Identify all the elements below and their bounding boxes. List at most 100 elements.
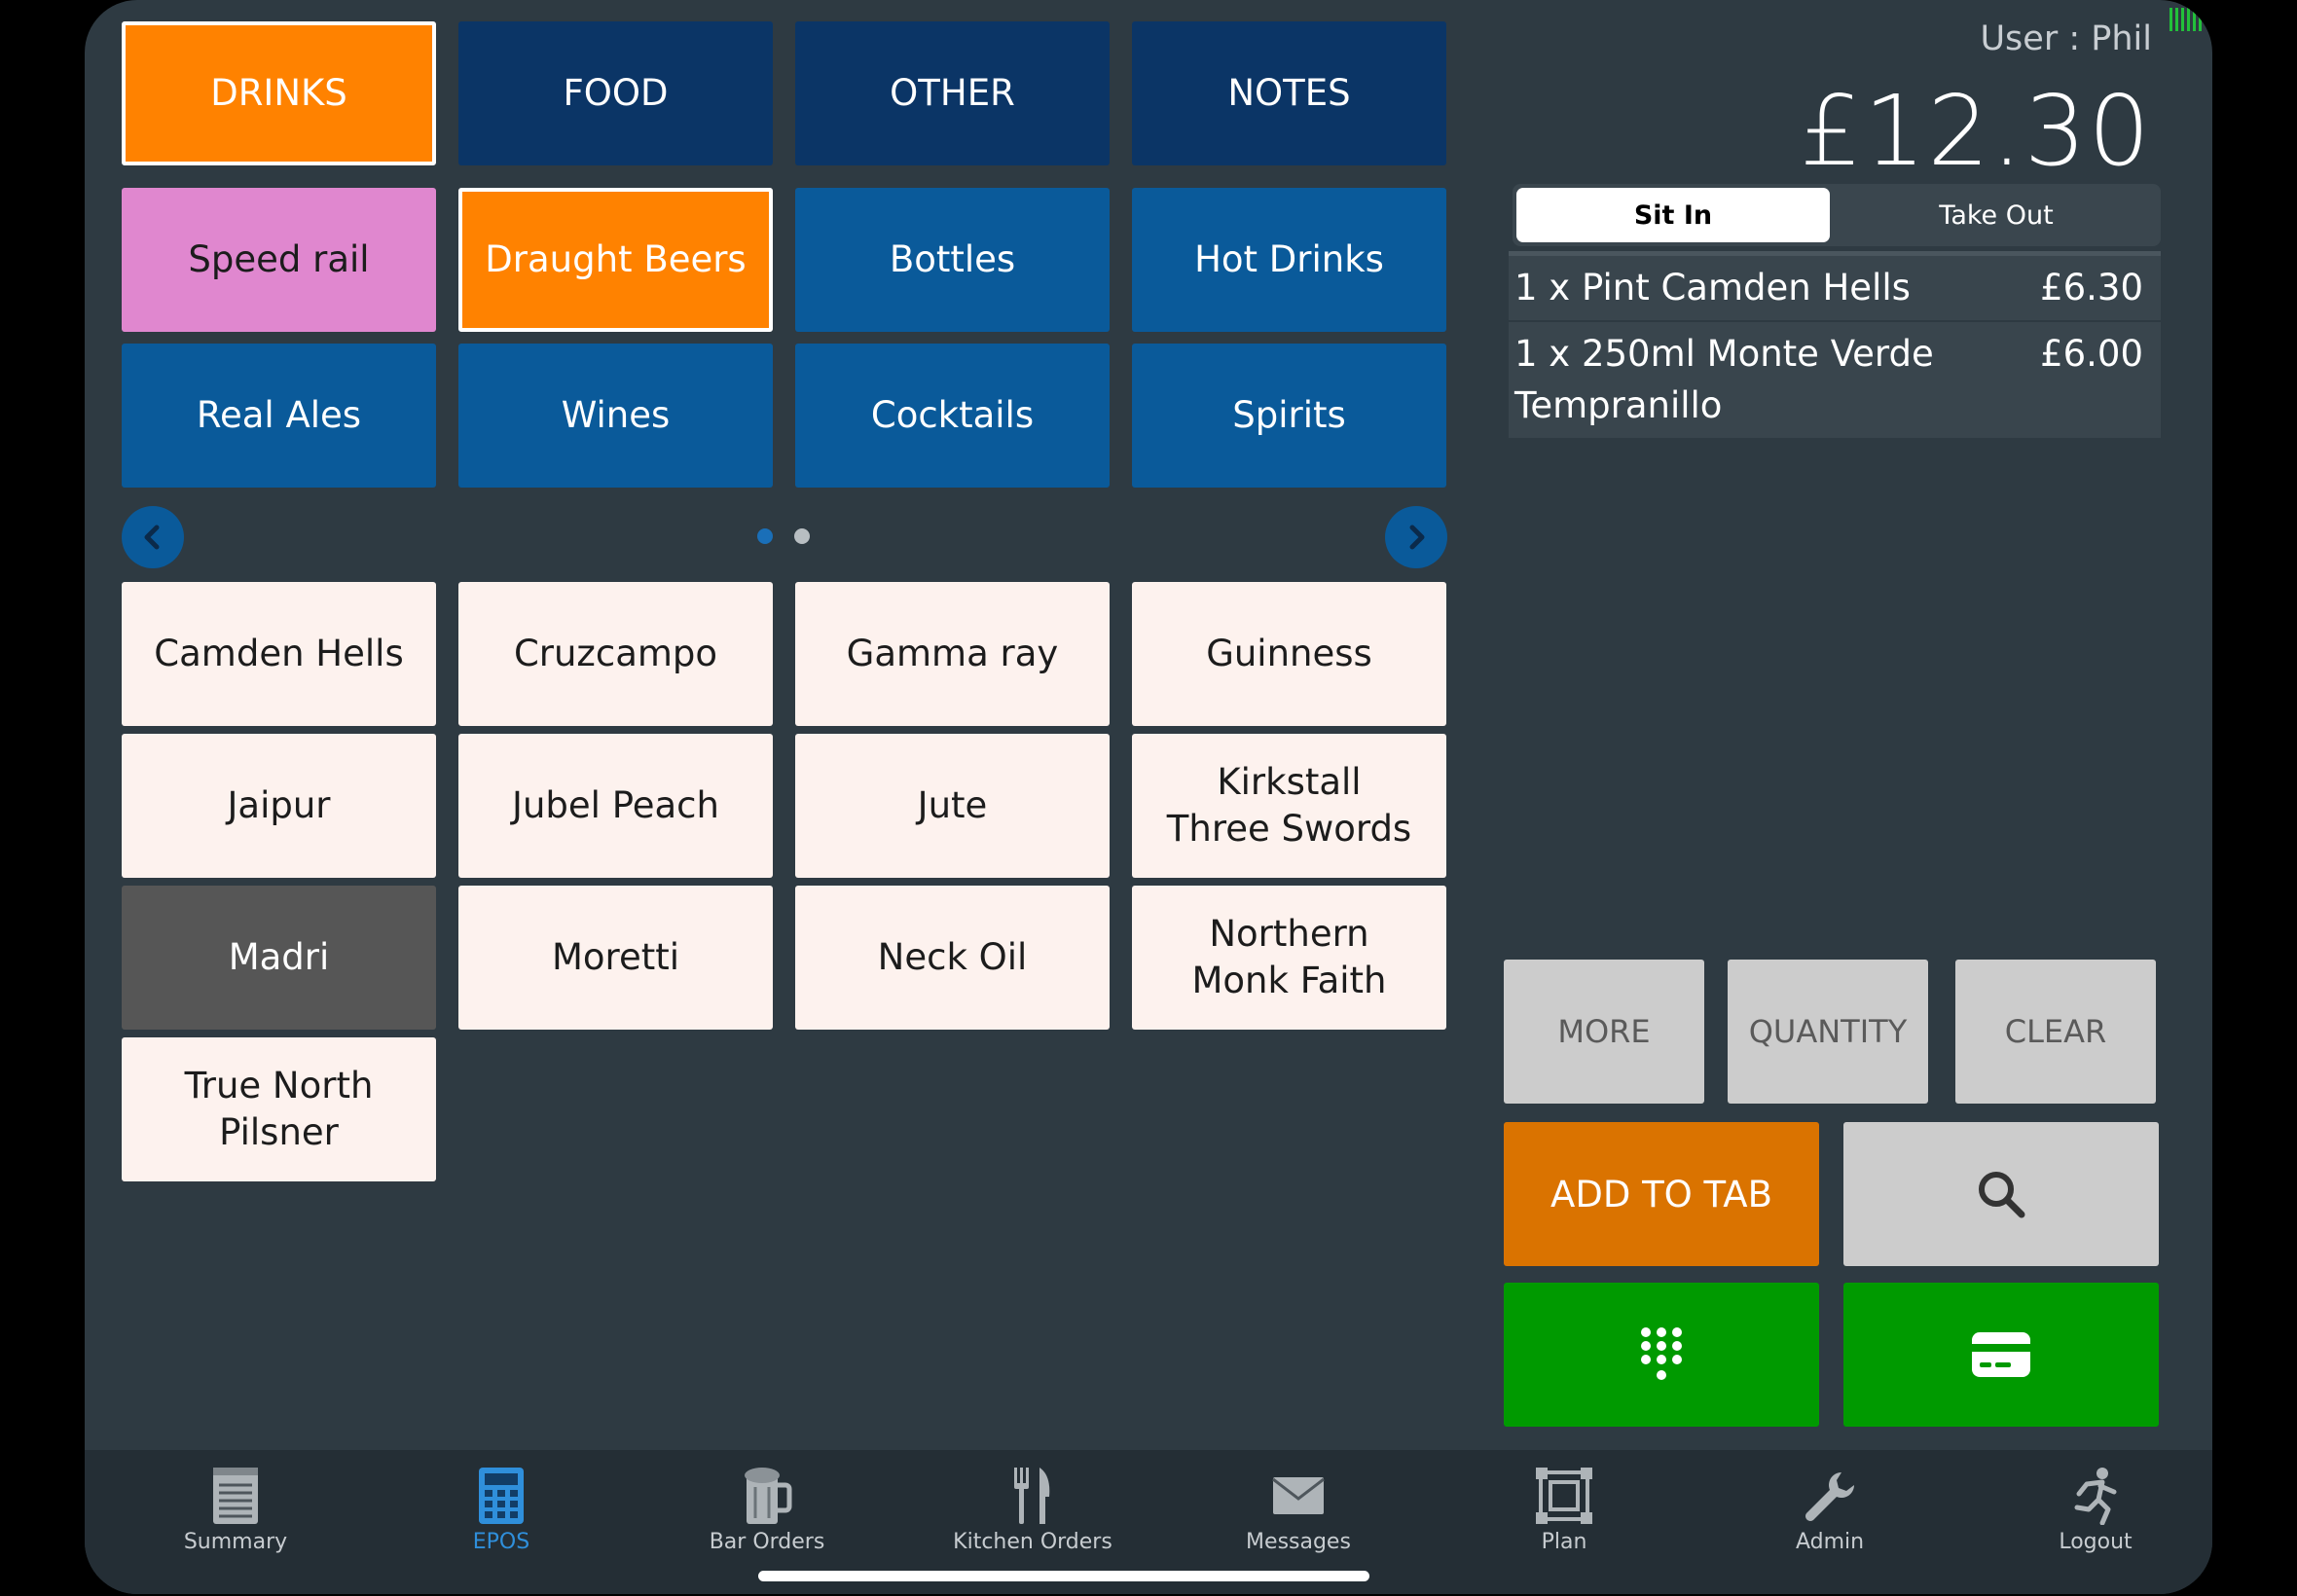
search-icon: [1979, 1172, 2025, 1218]
quantity-button[interactable]: QUANTITY: [1728, 960, 1928, 1104]
item-northern-monk-faith[interactable]: Northern Monk Faith: [1132, 886, 1446, 1030]
tab-other[interactable]: OTHER: [795, 21, 1110, 165]
item-label-line1: True North Pilsner: [184, 1064, 374, 1153]
category-label: Cocktails: [870, 393, 1035, 436]
category-real-ales[interactable]: Real Ales: [122, 344, 436, 488]
item-jaipur[interactable]: Jaipur: [122, 734, 436, 878]
tab-plan-label: Plan: [1541, 1530, 1587, 1554]
next-page-button[interactable]: [1385, 506, 1447, 568]
category-speed-rail[interactable]: Speed rail: [122, 188, 436, 332]
order-line-desc: 1 x Pint Camden Hells: [1514, 267, 1911, 308]
add-to-tab-button[interactable]: ADD TO TAB: [1504, 1122, 1819, 1266]
item-label-line1: Jute: [917, 783, 988, 826]
tab-messages[interactable]: Messages: [1182, 1450, 1415, 1594]
item-label-line1: Neck Oil: [877, 935, 1028, 978]
more-label: MORE: [1557, 1013, 1651, 1050]
tab-messages-label: Messages: [1246, 1530, 1351, 1554]
notepad-icon: [213, 1468, 258, 1524]
item-kirkstall-three-swords[interactable]: Kirkstall Three Swords: [1132, 734, 1446, 878]
item-jubel-peach[interactable]: Jubel Peach: [458, 734, 773, 878]
fork-knife-icon: [1014, 1468, 1050, 1524]
more-button[interactable]: MORE: [1504, 960, 1704, 1104]
category-spirits[interactable]: Spirits: [1132, 344, 1446, 488]
credit-card-icon: [1972, 1332, 2030, 1377]
item-camden-hells[interactable]: Camden Hells: [122, 582, 436, 726]
category-cocktails[interactable]: Cocktails: [795, 344, 1110, 488]
tab-food[interactable]: FOOD: [458, 21, 773, 165]
category-label: Bottles: [889, 237, 1016, 280]
search-button[interactable]: [1843, 1122, 2159, 1266]
prev-page-button[interactable]: [122, 506, 184, 568]
chevron-left-icon: [144, 525, 160, 550]
item-jute[interactable]: Jute: [795, 734, 1110, 878]
order-line-price: £6.30: [2040, 267, 2143, 308]
chevron-right-icon: [1409, 525, 1425, 550]
calculator-icon: [479, 1468, 524, 1524]
tab-epos-label: EPOS: [472, 1530, 530, 1554]
add-to-tab-label: ADD TO TAB: [1550, 1173, 1772, 1215]
tab-kitchen-orders[interactable]: Kitchen Orders: [916, 1450, 1149, 1594]
order-line-price: £6.00: [2040, 332, 2143, 375]
envelope-icon: [1272, 1477, 1325, 1514]
category-label: Real Ales: [196, 393, 362, 436]
service-mode-toggle: Sit In Take Out: [1513, 184, 2161, 246]
sit-in-option[interactable]: Sit In: [1516, 188, 1830, 242]
category-draught-beers[interactable]: Draught Beers: [458, 188, 773, 332]
category-hot-drinks[interactable]: Hot Drinks: [1132, 188, 1446, 332]
tab-bar-orders[interactable]: Bar Orders: [650, 1450, 884, 1594]
wrench-icon: [1805, 1472, 1854, 1521]
tab-drinks[interactable]: DRINKS: [122, 21, 436, 165]
tab-admin[interactable]: Admin: [1713, 1450, 1947, 1594]
order-line-desc: 1 x 250ml Monte Verde Tempranillo: [1514, 332, 1934, 427]
category-bottles[interactable]: Bottles: [795, 188, 1110, 332]
item-madri[interactable]: Madri: [122, 886, 436, 1030]
floor-plan-icon: [1536, 1468, 1592, 1524]
tab-logout[interactable]: Logout: [1979, 1450, 2212, 1594]
item-label-line1: Guinness: [1206, 632, 1372, 674]
signal-icon: [2169, 8, 2202, 31]
item-label-line1: Kirkstall: [1217, 760, 1362, 803]
tab-summary[interactable]: Summary: [119, 1450, 352, 1594]
tab-other-label: OTHER: [890, 71, 1015, 114]
item-cruzcampo[interactable]: Cruzcampo: [458, 582, 773, 726]
item-true-north-pilsner[interactable]: True North Pilsner: [122, 1037, 436, 1181]
tab-bar-orders-label: Bar Orders: [709, 1530, 825, 1554]
tab-notes-label: NOTES: [1227, 71, 1351, 114]
tab-notes[interactable]: NOTES: [1132, 21, 1446, 165]
item-moretti[interactable]: Moretti: [458, 886, 773, 1030]
tab-kitchen-orders-label: Kitchen Orders: [953, 1530, 1112, 1554]
tab-epos[interactable]: EPOS: [384, 1450, 618, 1594]
item-guinness[interactable]: Guinness: [1132, 582, 1446, 726]
order-list: 1 x Pint Camden Hells £6.30 1 x 250ml Mo…: [1509, 251, 2161, 456]
category-label: Hot Drinks: [1194, 237, 1384, 280]
tab-plan[interactable]: Plan: [1447, 1450, 1681, 1594]
item-gamma-ray[interactable]: Gamma ray: [795, 582, 1110, 726]
keypad-icon: [1641, 1327, 1682, 1380]
item-label-line1: Jaipur: [227, 783, 331, 826]
order-line[interactable]: 1 x 250ml Monte Verde Tempranillo £6.00: [1509, 321, 2161, 440]
clear-button[interactable]: CLEAR: [1955, 960, 2156, 1104]
item-label-line1: Gamma ray: [846, 632, 1059, 674]
item-neck-oil[interactable]: Neck Oil: [795, 886, 1110, 1030]
order-line[interactable]: 1 x Pint Camden Hells £6.30: [1509, 256, 2161, 322]
page-dot-2: [794, 528, 810, 544]
clear-label: CLEAR: [2004, 1013, 2107, 1050]
take-out-option[interactable]: Take Out: [1939, 200, 2054, 231]
item-label-line1: Camden Hells: [154, 632, 404, 674]
category-wines[interactable]: Wines: [458, 344, 773, 488]
item-label-line1: Moretti: [551, 935, 680, 978]
category-label: Draught Beers: [485, 237, 747, 280]
item-label-line1: Cruzcampo: [513, 632, 718, 674]
home-indicator[interactable]: [758, 1571, 1369, 1581]
user-label: User : Phil: [1980, 19, 2152, 58]
category-label: Wines: [561, 393, 671, 436]
cash-keypad-button[interactable]: [1504, 1283, 1819, 1427]
tab-admin-label: Admin: [1795, 1530, 1865, 1554]
card-payment-button[interactable]: [1843, 1283, 2159, 1427]
tab-logout-label: Logout: [2059, 1530, 2133, 1554]
category-label: Speed rail: [188, 237, 370, 280]
item-label-line2: Three Swords: [1166, 808, 1412, 850]
item-label-line1: Northern: [1209, 912, 1369, 955]
tab-food-label: FOOD: [563, 71, 669, 114]
item-label-line1: Madri: [228, 935, 330, 978]
